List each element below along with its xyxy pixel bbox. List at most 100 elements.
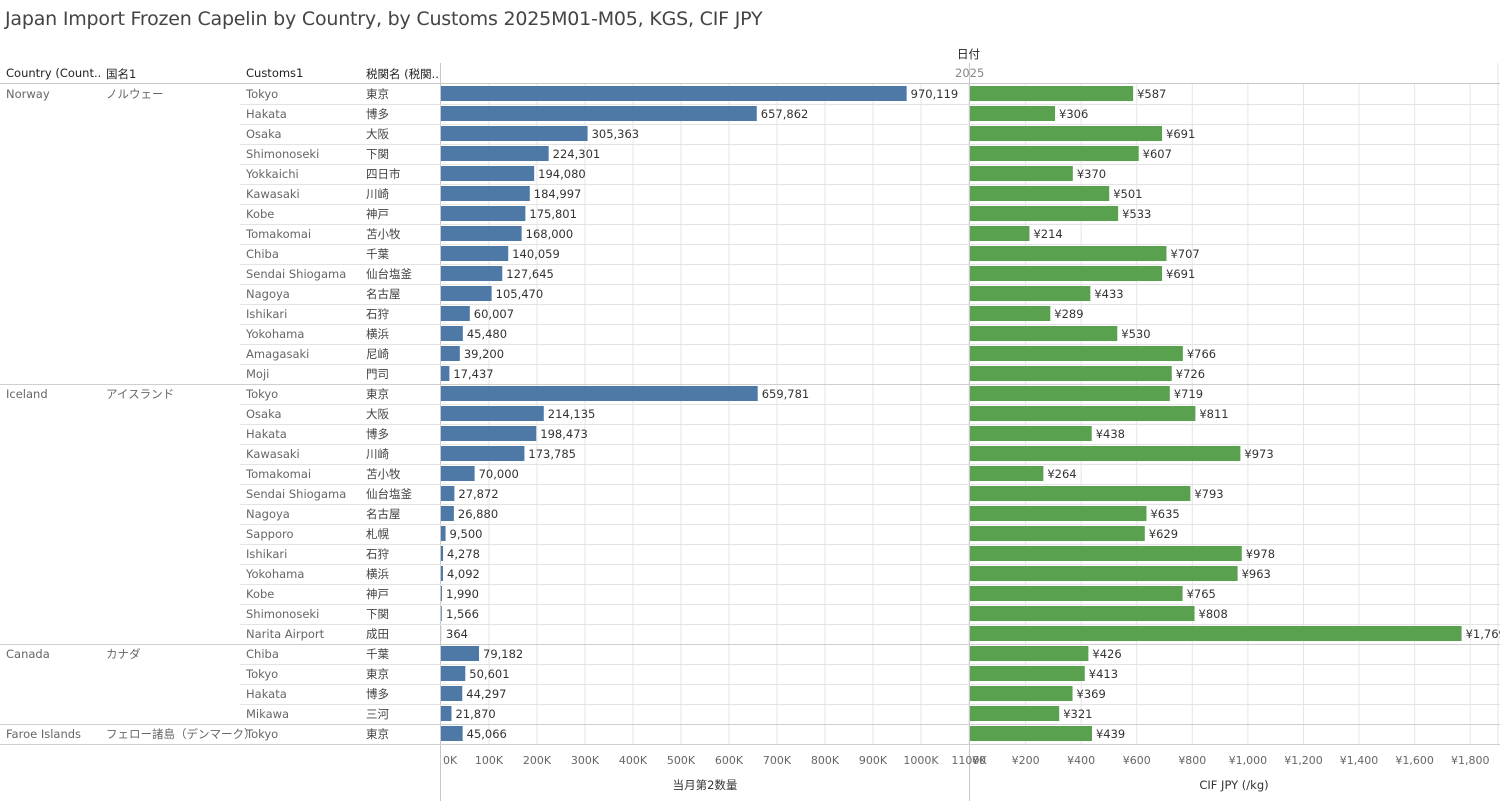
price-tick-label: ¥1,800 (1451, 754, 1490, 767)
qty-bar (441, 326, 463, 341)
customs-label: Ishikari (246, 307, 287, 321)
qty-value-label: 657,862 (761, 107, 809, 121)
price-value-label: ¥691 (1166, 267, 1195, 281)
customs-label: Narita Airport (246, 627, 325, 641)
customs-label: Mikawa (246, 707, 289, 721)
qty-value-label: 27,872 (458, 487, 498, 501)
qty-bar (441, 86, 907, 101)
qty-bar (441, 586, 442, 601)
price-bar (970, 526, 1145, 541)
customs-jp-label: 川崎 (366, 187, 389, 201)
price-bar (970, 406, 1196, 421)
qty-value-label: 45,480 (467, 327, 507, 341)
customs-label: Tokyo (245, 727, 278, 741)
price-bar (970, 686, 1073, 701)
qty-bar (441, 726, 463, 741)
price-value-label: ¥530 (1121, 327, 1150, 341)
qty-bar (441, 186, 530, 201)
customs-jp-label: 横浜 (366, 327, 389, 341)
qty-value-label: 44,297 (466, 687, 506, 701)
price-bar (970, 586, 1183, 601)
qty-value-label: 175,801 (529, 207, 577, 221)
qty-bar (441, 166, 535, 181)
customs-jp-label: 博多 (366, 427, 389, 441)
price-value-label: ¥369 (1077, 687, 1106, 701)
qty-bar (441, 406, 544, 421)
country-label: Canada (6, 647, 50, 661)
price-bar (970, 226, 1030, 241)
price-bar (970, 506, 1147, 521)
qty-bar (441, 546, 444, 561)
price-value-label: ¥607 (1143, 147, 1172, 161)
country-label: Iceland (6, 387, 48, 401)
qty-value-label: 45,066 (467, 727, 507, 741)
header-customs-jp: 税関名 (税関.. (366, 67, 439, 81)
price-bar (970, 306, 1051, 321)
price-value-label: ¥264 (1047, 467, 1076, 481)
customs-jp-label: 三河 (366, 707, 389, 721)
customs-label: Yokohama (245, 327, 304, 341)
price-bar (970, 646, 1089, 661)
customs-label: Hakata (246, 427, 287, 441)
price-bar (970, 106, 1056, 121)
customs-jp-label: 川崎 (366, 447, 389, 461)
qty-value-label: 79,182 (483, 647, 523, 661)
customs-jp-label: 東京 (366, 727, 389, 741)
customs-label: Shimonoseki (246, 607, 319, 621)
qty-tick-label: 1000K (903, 754, 939, 767)
qty-bar (441, 646, 480, 661)
customs-label: Amagasaki (246, 347, 309, 361)
qty-bar (441, 686, 463, 701)
price-bar (970, 666, 1085, 681)
qty-tick-label: 900K (859, 754, 888, 767)
qty-bar (441, 146, 549, 161)
customs-jp-label: 仙台塩釜 (366, 487, 412, 501)
qty-value-label: 194,080 (538, 167, 586, 181)
qty-value-label: 305,363 (592, 127, 640, 141)
price-value-label: ¥707 (1170, 247, 1199, 261)
price-bar (970, 346, 1183, 361)
qty-tick-label: 500K (667, 754, 696, 767)
price-tick-label: ¥1,600 (1395, 754, 1434, 767)
qty-value-label: 198,473 (540, 427, 588, 441)
customs-label: Moji (246, 367, 269, 381)
price-bar (970, 626, 1462, 641)
price-value-label: ¥533 (1122, 207, 1151, 221)
qty-value-label: 50,601 (469, 667, 509, 681)
customs-label: Yokohama (245, 567, 304, 581)
qty-tick-label: 100K (475, 754, 504, 767)
qty-bar (441, 466, 475, 481)
customs-jp-label: 横浜 (366, 567, 389, 581)
price-bar (970, 166, 1073, 181)
price-tick-label: ¥200 (1012, 754, 1040, 767)
qty-axis-title: 当月第2数量 (673, 778, 738, 792)
customs-jp-label: 石狩 (366, 307, 389, 321)
customs-jp-label: 東京 (366, 667, 389, 681)
price-value-label: ¥635 (1150, 507, 1179, 521)
qty-value-label: 70,000 (479, 467, 519, 481)
customs-jp-label: 門司 (366, 367, 389, 381)
qty-value-label: 168,000 (526, 227, 574, 241)
price-value-label: ¥306 (1059, 107, 1088, 121)
qty-bar (441, 206, 526, 221)
price-value-label: ¥719 (1174, 387, 1203, 401)
customs-jp-label: 博多 (366, 107, 389, 121)
qty-bar (441, 506, 454, 521)
qty-bar (441, 606, 442, 621)
customs-label: Tokyo (245, 87, 278, 101)
customs-jp-label: 大阪 (366, 127, 389, 141)
qty-bar (441, 706, 452, 721)
customs-jp-label: 神戸 (366, 587, 389, 601)
qty-value-label: 1,990 (446, 587, 479, 601)
qty-bar (441, 426, 537, 441)
price-tick-label: ¥1,000 (1229, 754, 1268, 767)
price-value-label: ¥289 (1054, 307, 1083, 321)
price-bar (970, 566, 1238, 581)
qty-value-label: 26,880 (458, 507, 498, 521)
qty-bar (441, 526, 446, 541)
customs-label: Kobe (246, 207, 274, 221)
header-customs: Customs1 (246, 66, 304, 80)
qty-value-label: 140,059 (512, 247, 560, 261)
qty-bar (441, 126, 588, 141)
price-value-label: ¥963 (1242, 567, 1271, 581)
